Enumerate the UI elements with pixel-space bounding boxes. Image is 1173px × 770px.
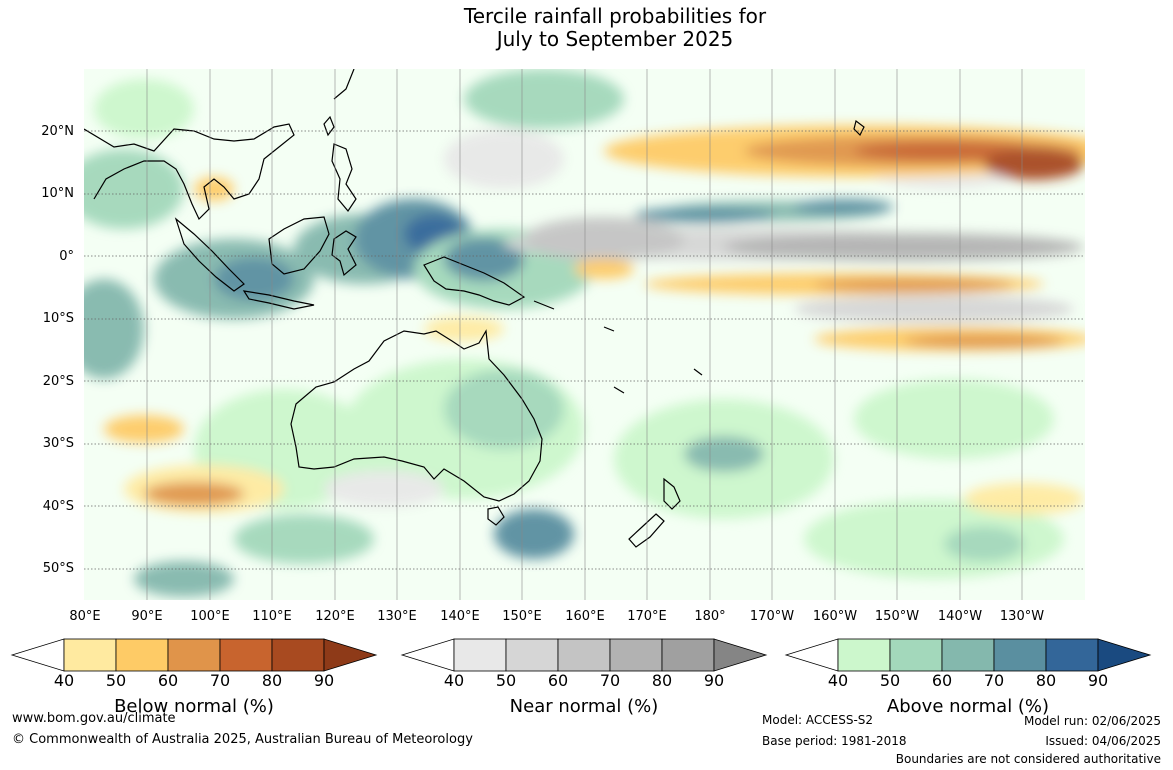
lon-label-80e: 80°E	[69, 609, 101, 624]
philippines-coastline	[331, 143, 357, 213]
colorbar-tri-low	[10, 638, 65, 672]
new-zealand-coastline	[628, 477, 681, 548]
lon-label-160w: 160°W	[812, 609, 858, 624]
model-run-text: Model run: 02/06/2025	[1023, 714, 1161, 728]
colorbar-seg-3	[941, 638, 995, 672]
lon-label-90e: 90°E	[131, 609, 163, 624]
lon-label-170w: 170°W	[749, 609, 795, 624]
legend-below-normal-colorbar	[10, 638, 378, 672]
lon-label-130e: 130°E	[377, 609, 417, 624]
title-line-1: Tercile rainfall probabilities for	[463, 4, 767, 28]
tick-label: 40	[443, 671, 465, 690]
lon-label-160e: 160°E	[565, 609, 605, 624]
colorbar-tri-high	[1097, 638, 1152, 672]
colorbar-seg-5	[1045, 638, 1099, 672]
tick-label: 40	[53, 671, 75, 690]
colorbar-seg-3	[167, 638, 221, 672]
lon-label-130w: 130°W	[999, 609, 1045, 624]
colorbar-seg-2	[505, 638, 559, 672]
map-gridlines	[84, 130, 1085, 570]
colorbar-seg-1	[837, 638, 891, 672]
coastlines	[84, 69, 865, 548]
colorbar-seg-1	[63, 638, 117, 672]
tick-label: 90	[1087, 671, 1109, 690]
legend-below-title: Below normal (%)	[114, 696, 274, 717]
website-link[interactable]: www.bom.gov.au/climate	[12, 711, 176, 726]
borneo-coastline	[268, 216, 330, 275]
lat-label-30s: 30°S	[42, 436, 74, 451]
pacific-islands	[533, 300, 703, 394]
java-coastline	[242, 290, 315, 310]
colorbar-seg-1	[453, 638, 507, 672]
lon-label-150e: 150°E	[502, 609, 542, 624]
tick-label: 40	[827, 671, 849, 690]
colorbar-seg-2	[115, 638, 169, 672]
tick-label: 90	[313, 671, 335, 690]
colorbar-tri-high	[713, 638, 768, 672]
colorbar-tri-low	[400, 638, 455, 672]
lat-label-40s: 40°S	[42, 499, 74, 514]
colorbar-tri-high	[323, 638, 378, 672]
tick-label: 50	[495, 671, 517, 690]
sulawesi-coastline	[331, 230, 357, 277]
probability-shading	[84, 69, 1085, 600]
mainland-coastline	[84, 123, 295, 221]
tick-label: 50	[879, 671, 901, 690]
tick-label: 90	[703, 671, 725, 690]
colorbar-tri-low	[784, 638, 839, 672]
colorbar-seg-4	[219, 638, 273, 672]
tick-label: 70	[983, 671, 1005, 690]
lat-label-0: 0°	[59, 249, 74, 264]
lon-label-100e: 100°E	[190, 609, 230, 624]
lat-label-10n: 10°N	[41, 186, 74, 201]
map-title: Tercile rainfall probabilities for July …	[360, 5, 870, 51]
tick-label: 60	[931, 671, 953, 690]
japan-coastline	[333, 69, 355, 100]
legend-above-normal-colorbar	[784, 638, 1152, 672]
tick-label: 80	[651, 671, 673, 690]
lon-label-120e: 120°E	[315, 609, 355, 624]
colorbar-seg-5	[271, 638, 325, 672]
tasmania-coastline	[487, 506, 505, 526]
map-meridians	[146, 69, 1023, 600]
model-text: Model: ACCESS-S2	[762, 713, 874, 727]
tick-label: 70	[209, 671, 231, 690]
tick-label: 70	[599, 671, 621, 690]
tick-label: 80	[1035, 671, 1057, 690]
tick-label: 60	[157, 671, 179, 690]
lon-label-150w: 150°W	[874, 609, 920, 624]
map-canvas	[84, 69, 1085, 600]
lon-label-140e: 140°E	[440, 609, 480, 624]
tick-label: 80	[261, 671, 283, 690]
issued-text: Issued: 04/06/2025	[1045, 734, 1161, 748]
hawaii-coastline	[853, 119, 865, 137]
title-line-2: July to September 2025	[496, 27, 734, 51]
colorbar-seg-4	[609, 638, 663, 672]
australia-coastline	[290, 329, 543, 502]
disclaimer-text: Boundaries are not considered authoritat…	[895, 752, 1161, 766]
lon-label-140w: 140°W	[937, 609, 983, 624]
legend-near-title: Near normal (%)	[509, 696, 659, 717]
base-period-text: Base period: 1981-2018	[762, 734, 907, 748]
probability-map	[84, 69, 1085, 600]
new-guinea-coastline	[423, 256, 526, 306]
legend-above-title: Above normal (%)	[886, 696, 1050, 717]
lon-label-110e: 110°E	[252, 609, 292, 624]
lon-label-180: 180°	[694, 609, 726, 624]
colorbar-seg-2	[889, 638, 943, 672]
tick-label: 60	[547, 671, 569, 690]
colorbar-seg-5	[661, 638, 715, 672]
colorbar-seg-4	[993, 638, 1047, 672]
copyright-text: © Commonwealth of Australia 2025, Austra…	[12, 732, 473, 747]
lat-label-20s: 20°S	[42, 374, 74, 389]
lat-label-20n: 20°N	[41, 124, 74, 139]
lat-label-10s: 10°S	[42, 311, 74, 326]
lat-label-50s: 50°S	[42, 561, 74, 576]
tick-label: 50	[105, 671, 127, 690]
colorbar-seg-3	[557, 638, 611, 672]
legend-near-normal-colorbar	[400, 638, 768, 672]
lon-label-170e: 170°E	[627, 609, 667, 624]
sumatra-coastline	[174, 217, 245, 292]
